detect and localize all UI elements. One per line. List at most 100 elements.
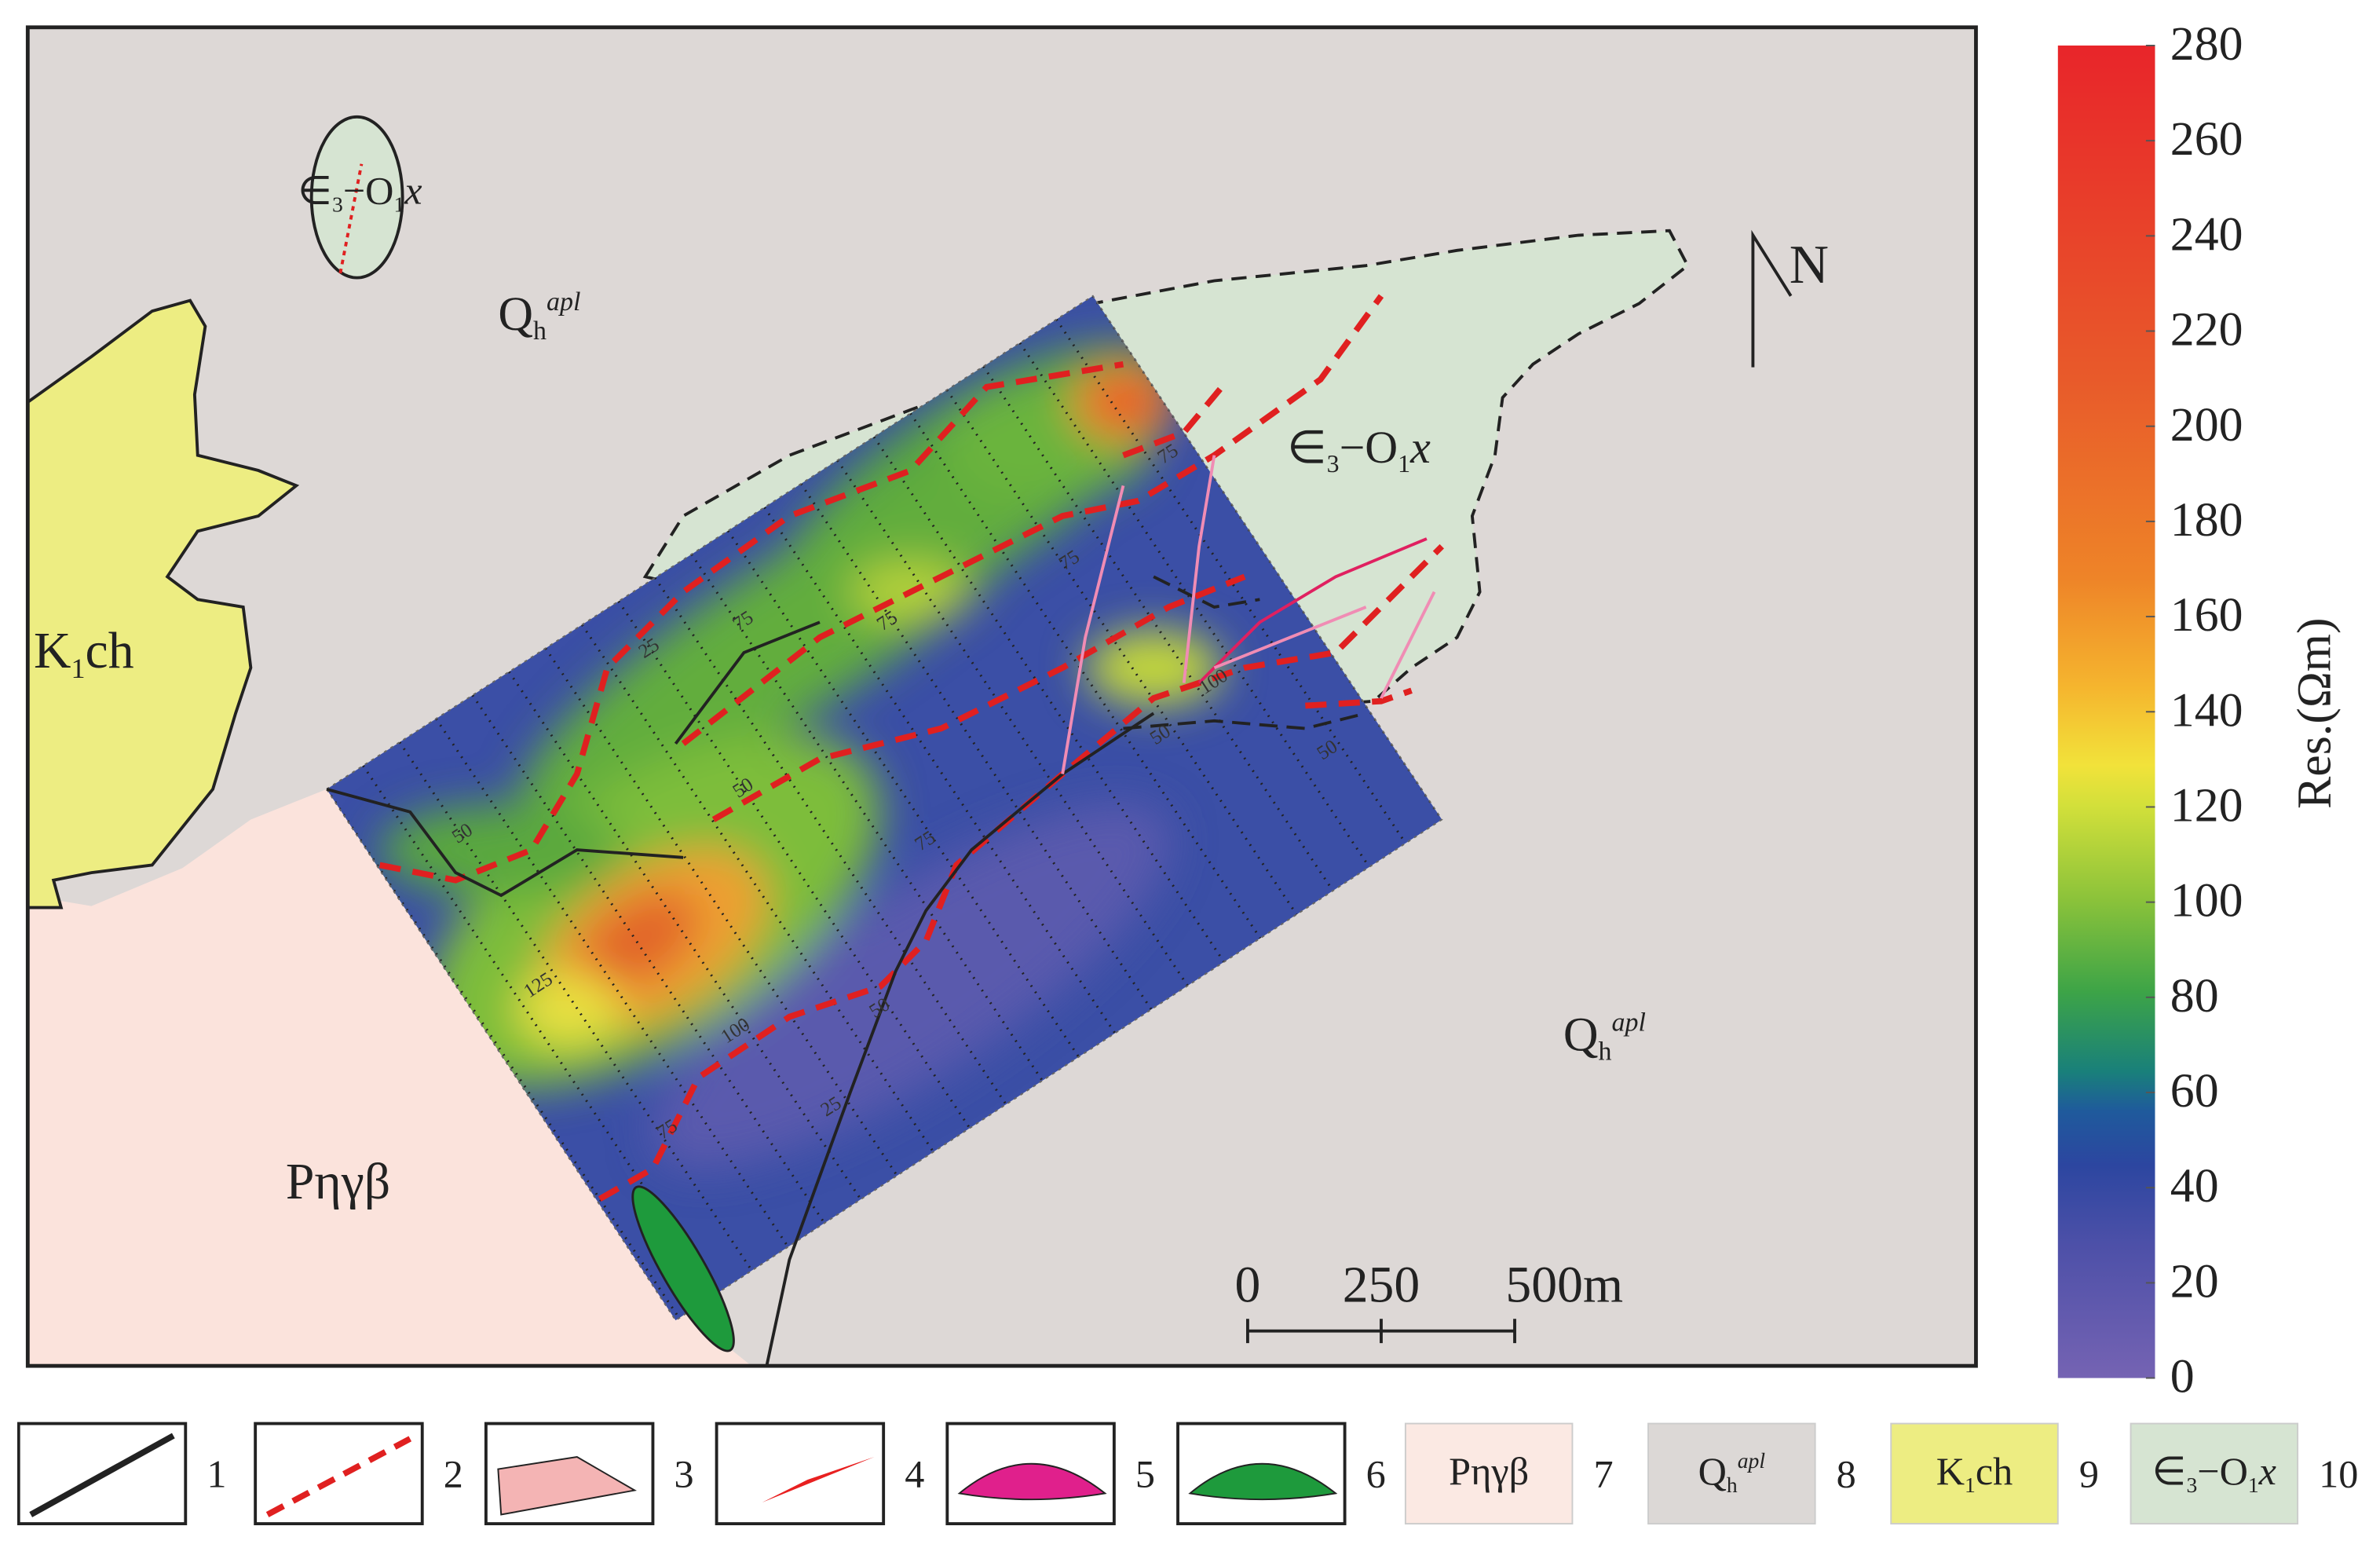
fault-line: [711, 573, 1246, 822]
north-arrow: [1751, 229, 1793, 368]
label-part: ch: [1976, 1449, 2013, 1493]
legend-box: [715, 1422, 886, 1526]
survey-line: [945, 389, 1313, 937]
boundaries: [326, 575, 1367, 1367]
label-part: h: [533, 317, 547, 346]
survey-line: [435, 718, 802, 1266]
label-part: x: [404, 168, 422, 212]
survey-line: [580, 624, 948, 1172]
survey-line: [909, 412, 1276, 961]
label-part: apl: [547, 287, 580, 317]
label-part: Pηγβ: [1449, 1449, 1529, 1493]
legend-swatch: [957, 1462, 1107, 1501]
unit-label: Pηγβ: [286, 1153, 390, 1210]
unit-pnyb: [27, 789, 752, 1367]
scale-label: 500m: [1505, 1257, 1623, 1314]
label-part: ∈: [298, 168, 332, 212]
legend-box: [1176, 1422, 1347, 1526]
boundary-line: [674, 620, 821, 745]
colorbar-tick-label: 120: [2170, 779, 2243, 833]
legend-text: Pηγβ: [1449, 1449, 1529, 1493]
colorbar-tick-label: 80: [2170, 969, 2219, 1023]
vein: [1061, 485, 1125, 774]
label-part: 1: [2248, 1473, 2259, 1497]
colorbar-tick-label: 60: [2170, 1064, 2219, 1118]
legend-box: [254, 1422, 424, 1526]
legend-text: Qhapl: [1698, 1448, 1766, 1497]
legend-number: 9: [2079, 1452, 2099, 1496]
legend-box: [1647, 1422, 1816, 1525]
legend-number: 8: [1837, 1452, 1856, 1496]
colorbar-tick-label: 140: [2170, 683, 2243, 737]
label-part: ∈: [1287, 422, 1327, 473]
veins: [1061, 455, 1436, 774]
label-part: x: [1409, 422, 1431, 473]
boundary-line: [1153, 575, 1260, 609]
survey-line: [799, 483, 1167, 1031]
legend-box: [945, 1422, 1116, 1526]
legend-swatch: [1188, 1462, 1338, 1501]
survey-outline: [325, 295, 1443, 1322]
survey-line: [653, 576, 1021, 1125]
fault-line: [598, 543, 1445, 1202]
legend-number: 7: [1594, 1452, 1614, 1496]
vein: [1380, 591, 1436, 699]
colorbar-tick-label: 280: [2170, 17, 2243, 71]
vein: [1182, 455, 1216, 683]
resistivity-grid: [326, 295, 1442, 1321]
survey-line: [617, 600, 984, 1149]
survey-line: [544, 647, 911, 1195]
colorbar-label: Res.(Ωm): [2287, 617, 2341, 808]
label-part: 1: [71, 653, 85, 684]
label-part: ∈: [2152, 1449, 2187, 1493]
label-part: Q: [1698, 1449, 1727, 1493]
colorbar-tick-label: 20: [2170, 1254, 2219, 1308]
legend-box: [1890, 1422, 2059, 1525]
survey-line: [836, 459, 1203, 1008]
map-frame: [25, 25, 1978, 1368]
unit-label: ∈3−O1x: [1287, 422, 1431, 478]
label-part: x: [2258, 1449, 2276, 1493]
faults: [378, 294, 1445, 1202]
lens-body: [631, 1185, 735, 1352]
unit-label: K1ch: [34, 622, 134, 684]
label-part: h: [1727, 1473, 1738, 1497]
scale-label: 250: [1343, 1257, 1420, 1314]
label-part: Q: [1563, 1008, 1599, 1062]
legend-swatch: [497, 1456, 638, 1516]
colorbar-tick-label: 40: [2170, 1159, 2219, 1213]
unit-island: [309, 115, 404, 280]
colorbar-tick-label: 180: [2170, 493, 2243, 547]
boundary-line: [765, 712, 1155, 1367]
colorbar-tick-label: 100: [2170, 874, 2243, 928]
legend-number: 3: [674, 1452, 693, 1496]
label-part: 1: [1965, 1473, 1976, 1497]
unit-k1ch: [26, 298, 300, 909]
label-part: K: [34, 622, 71, 679]
survey-line: [982, 365, 1349, 914]
label-part: h: [1599, 1037, 1612, 1067]
boundary-line: [1123, 712, 1367, 730]
label-part: Q: [498, 287, 533, 341]
colorbar-tick-label: 260: [2170, 112, 2243, 166]
label-part: −O: [1340, 422, 1398, 473]
label-part: Pηγβ: [286, 1153, 390, 1210]
label-part: 1: [1398, 450, 1410, 478]
survey-line: [1018, 342, 1385, 891]
colorbar-tick-label: 240: [2170, 207, 2243, 261]
legend: 1 2 3 4 5 6 Pηγβ 7 Qhapl 8 K1ch 9 ∈3−O1x 10: [16, 1422, 2358, 1526]
label-part: 1: [393, 192, 404, 216]
colorbar: [2057, 45, 2155, 1378]
boundary-line: [326, 787, 684, 898]
fault-inferred: [338, 163, 364, 274]
survey-line: [471, 694, 838, 1242]
survey-line: [872, 436, 1240, 984]
unit-label: Qhapl: [1563, 1008, 1646, 1067]
legend-number: 5: [1135, 1452, 1155, 1496]
survey-line: [690, 553, 1057, 1102]
north-label: N: [1790, 235, 1829, 295]
vein: [1213, 606, 1367, 670]
legend-text: ∈3−O1x: [2152, 1449, 2276, 1497]
label-part: 3: [2186, 1473, 2197, 1497]
